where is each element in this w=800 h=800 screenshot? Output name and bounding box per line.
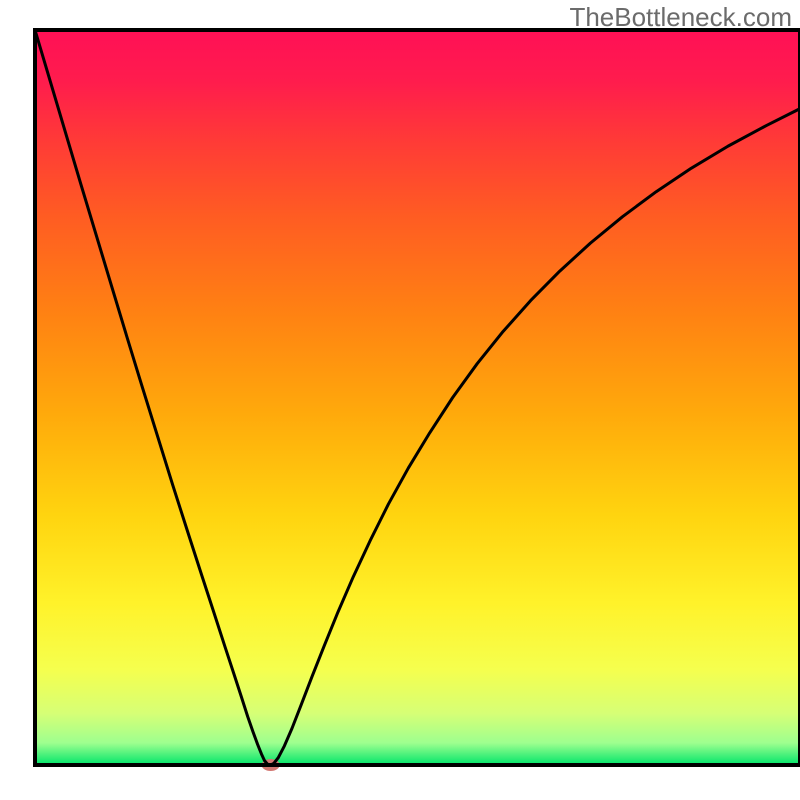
plot-background-gradient [35,30,800,765]
bottleneck-curve-plot [0,0,800,800]
